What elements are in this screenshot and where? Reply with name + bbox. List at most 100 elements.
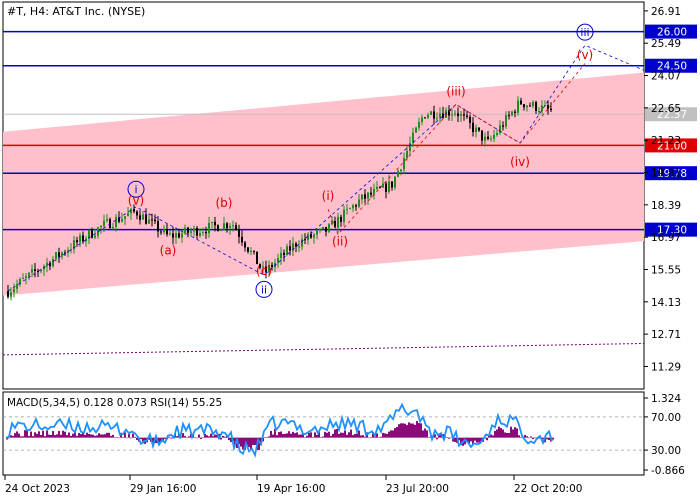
macd-bar <box>104 434 106 438</box>
macd-bar <box>354 433 356 438</box>
macd-bar <box>440 434 442 438</box>
candle-body <box>334 220 336 228</box>
candle-body <box>163 228 165 233</box>
level-label: 24.50 <box>657 61 687 73</box>
macd-bar <box>136 437 138 440</box>
macd-bar <box>368 437 370 439</box>
candle-body <box>475 127 477 133</box>
macd-bar <box>376 433 378 438</box>
candle-body <box>472 122 474 133</box>
macd-bar <box>310 432 312 438</box>
macd-bar <box>202 437 204 438</box>
candle-body <box>139 215 141 220</box>
macd-bar <box>168 436 170 438</box>
macd-bar <box>188 436 190 438</box>
macd-bar <box>488 435 490 438</box>
macd-bar <box>286 433 288 438</box>
candle-body <box>478 127 480 131</box>
macd-bar <box>74 431 76 438</box>
macd-bar <box>54 435 56 438</box>
candle-body <box>91 230 93 238</box>
candle-body <box>448 110 450 116</box>
macd-bar <box>210 433 212 438</box>
wave-label: (iii) <box>446 84 465 98</box>
macd-bar <box>314 432 316 438</box>
wave-label-circle <box>576 23 594 41</box>
candle-body <box>97 227 99 236</box>
macd-bar <box>84 434 86 438</box>
candle-body <box>394 176 396 188</box>
macd-bar <box>458 437 460 441</box>
macd-bar <box>148 437 150 440</box>
macd-bar <box>552 437 554 440</box>
macd-bar <box>16 431 18 438</box>
candle-body <box>427 114 429 118</box>
macd-bar <box>446 437 448 438</box>
macd-bar <box>546 437 548 440</box>
macd-bar <box>382 432 384 438</box>
macd-bar <box>410 423 412 438</box>
candle-body <box>268 264 270 272</box>
macd-bar <box>108 432 110 438</box>
candle-body <box>220 229 222 232</box>
macd-bar <box>40 435 42 438</box>
candle-body <box>298 246 300 248</box>
candle-body <box>202 232 204 234</box>
macd-bar <box>272 434 274 438</box>
x-tick-label: 29 Jan 16:00 <box>130 483 196 495</box>
candle-body <box>94 235 96 238</box>
wave-label-major: iii <box>580 26 589 39</box>
macd-bar <box>414 424 416 438</box>
trend-channel <box>3 72 644 296</box>
macd-bar <box>512 429 514 438</box>
macd-bar <box>420 423 422 438</box>
macd-bar <box>460 437 462 446</box>
macd-bar <box>344 430 346 438</box>
candle-body <box>112 226 114 229</box>
macd-bar <box>134 436 136 438</box>
candle-body <box>196 228 198 236</box>
candle-body <box>28 272 30 277</box>
candle-body <box>253 250 255 252</box>
candle-body <box>166 228 168 235</box>
macd-bar <box>30 431 32 438</box>
level-label: 17.30 <box>657 225 687 237</box>
candle-body <box>235 225 237 231</box>
macd-bar <box>294 433 296 438</box>
macd-bar <box>528 437 530 439</box>
y-tick-label: 22.65 <box>651 103 681 115</box>
macd-bar <box>224 436 226 438</box>
macd-bar <box>258 437 260 451</box>
candle-body <box>103 220 105 226</box>
candle-body <box>22 278 24 280</box>
macd-bar <box>252 437 254 445</box>
y-tick-label: 16.97 <box>651 232 681 244</box>
candle-body <box>484 136 486 141</box>
macd-bar <box>486 437 488 441</box>
macd-bar <box>342 432 344 438</box>
macd-bar <box>484 437 486 439</box>
macd-bar <box>412 423 414 438</box>
macd-bar <box>470 437 472 442</box>
macd-bar <box>140 437 142 440</box>
macd-bar <box>474 437 476 441</box>
macd-bar <box>282 433 284 438</box>
macd-bar <box>254 437 256 446</box>
macd-bar <box>548 437 550 440</box>
macd-bar <box>164 437 166 439</box>
candle-body <box>547 105 549 109</box>
macd-bar <box>316 434 318 438</box>
candle-body <box>325 226 327 232</box>
macd-bar <box>122 437 124 438</box>
macd-bar <box>128 434 130 438</box>
y-tick-label: 21.23 <box>651 135 681 147</box>
candle-body <box>397 171 399 177</box>
macd-bar <box>330 435 332 438</box>
macd-bar <box>436 437 438 440</box>
macd-bar <box>24 430 26 438</box>
macd-bar <box>158 437 160 445</box>
chart-title: #T, H4: AT&T Inc. (NYSE) <box>7 5 145 18</box>
candle-body <box>520 100 522 105</box>
macd-bar <box>38 431 40 438</box>
